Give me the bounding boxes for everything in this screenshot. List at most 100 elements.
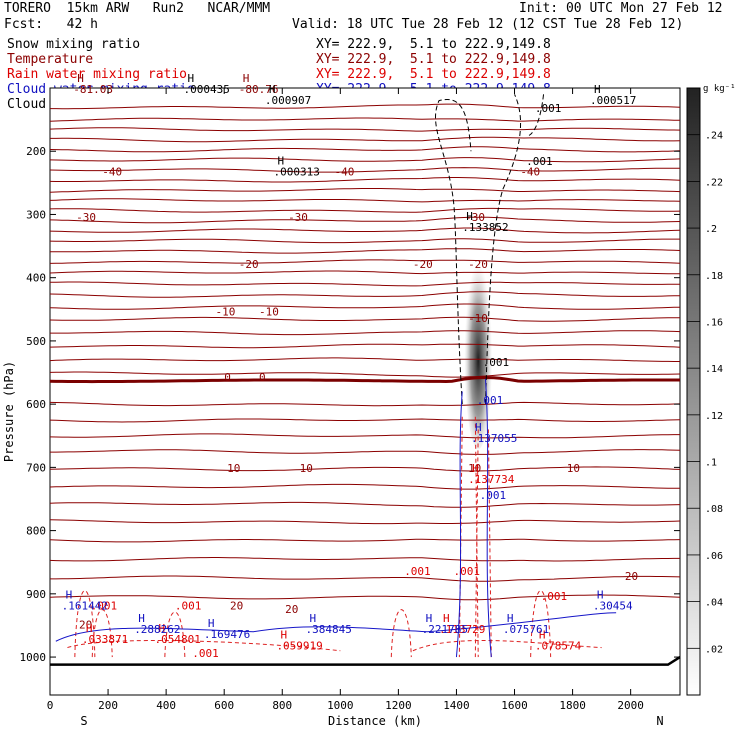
cloud-water-label-marker: H (208, 617, 215, 630)
rain-label-marker: H (539, 628, 546, 641)
rain-contour (164, 611, 186, 658)
cloud-water-contour (455, 378, 492, 658)
temperature-label: -40 (335, 165, 355, 178)
cloud-water-label-marker: H (138, 612, 145, 625)
cloud-water-label-marker: H (66, 589, 73, 602)
legend-xy-range: XY= 222.9, 5.1 to 222.9,149.8 (316, 37, 551, 52)
rain-label: .113729 (439, 623, 485, 636)
rain-label: .059919 (276, 639, 322, 652)
temperature-label: -81.03 (73, 83, 113, 96)
isotherm-line (50, 330, 681, 336)
x-tick-label: 1200 (385, 699, 412, 712)
colorbar-tick-label: .02 (705, 644, 723, 655)
isotherm-line (49, 594, 681, 601)
temperature-label: 10 (567, 462, 580, 475)
cloud-water-label: .384845 (305, 623, 351, 636)
isotherm-line (49, 519, 681, 525)
colorbar-tick-label: .18 (705, 271, 723, 282)
isotherm-line (49, 291, 681, 298)
isotherm-line (49, 146, 681, 153)
x-tick-label: 2000 (617, 699, 644, 712)
temperature-label: -20 (413, 258, 433, 271)
temperature-label: 20 (79, 619, 92, 632)
isotherm-line (49, 303, 681, 310)
rain-label: .001 (404, 565, 431, 578)
rain-contour (91, 609, 113, 658)
isotherm-line (49, 501, 681, 508)
y-axis-title: Pressure (hPa) (2, 361, 16, 462)
y-tick-label: 400 (26, 272, 46, 285)
isotherm-line (49, 188, 681, 193)
isotherm-line (49, 270, 680, 275)
isotherm-line (49, 357, 680, 362)
cloud-water-label: .001 (477, 394, 504, 407)
colorbar-tick-label: .24 (705, 131, 723, 142)
y-tick-label: 800 (26, 525, 46, 538)
model-title: TORERO 15km ARW Run2 NCAR/MMM (4, 1, 271, 16)
right-endpoint: N (656, 714, 663, 728)
x-tick-label: 1000 (327, 699, 354, 712)
isotherm-line (49, 281, 681, 287)
colorbar-tick-label: .06 (705, 551, 723, 562)
isotherm-line (49, 538, 681, 543)
isotherm-line (49, 216, 681, 224)
cloud-water-label: .30454 (593, 600, 633, 613)
snow-label: .000907 (265, 94, 311, 107)
snow-label-marker: H (269, 83, 276, 96)
y-tick-label: 900 (26, 588, 46, 601)
rain-label-marker: H (472, 462, 479, 475)
colorbar-tick-label: .08 (705, 504, 723, 515)
cloud-water-label-marker: H (426, 612, 433, 625)
rain-contour (474, 429, 492, 658)
cloud-water-label: .169476 (204, 628, 250, 641)
isotherm-line (49, 418, 681, 423)
cloud-water-label: .221785 (422, 623, 468, 636)
rain-label: .078574 (535, 639, 582, 652)
y-tick-label: 500 (26, 335, 46, 348)
valid-time: Valid: 18 UTC Tue 28 Feb 12 (12 CST Tue … (292, 17, 684, 32)
colorbar-tick-label: .12 (705, 411, 723, 422)
isotherm-line (49, 259, 681, 264)
isotherm-line (49, 343, 681, 349)
x-tick-label: 0 (47, 699, 54, 712)
temperature-label: -20 (239, 258, 259, 271)
y-tick-label: 300 (26, 208, 46, 221)
snow-label: .000517 (590, 94, 636, 107)
legend-field-name: Temperature (7, 52, 94, 67)
temperature-label: -40 (520, 165, 540, 178)
legend-xy-range: XY= 222.9, 5.1 to 222.9,149.8 (316, 67, 551, 82)
temperature-label: -30 (465, 211, 485, 224)
temperature-label: 0 (224, 371, 231, 384)
y-tick-label: 1000 (20, 651, 47, 664)
isotherm-line (49, 157, 681, 163)
forecast-hour: Fcst: 42 h (4, 17, 98, 32)
rain-label: .001 (541, 590, 568, 603)
colorbar-tick-label: .1 (705, 458, 717, 469)
temperature-label: -80.76 (239, 83, 279, 96)
isotherm-line (50, 103, 681, 110)
isotherm-line (49, 167, 681, 173)
rain-label-marker: H (86, 622, 93, 635)
rain-contour (390, 609, 412, 658)
terrain-line (50, 656, 681, 666)
x-tick-label: 800 (272, 699, 292, 712)
x-tick-label: 1400 (443, 699, 470, 712)
x-axis-title: Distance (km) (328, 714, 422, 728)
snow-label-marker: H (466, 210, 473, 223)
isotherm-line (49, 433, 680, 439)
y-tick-label: 700 (26, 461, 46, 474)
cloud-water-label: .161442 (62, 600, 108, 613)
x-tick-label: 600 (214, 699, 234, 712)
isotherm-line (50, 136, 681, 143)
x-tick-label: 1800 (559, 699, 586, 712)
colorbar-tick-label: .16 (705, 317, 723, 328)
temperature-label-marker: H (77, 72, 84, 85)
rain-label: .001 (91, 600, 118, 613)
isotherm-line (49, 401, 681, 407)
temperature-label: -30 (76, 211, 96, 224)
rain-label: .001 (175, 600, 202, 613)
temperature-label: -40 (102, 165, 122, 178)
x-tick-label: 200 (98, 699, 118, 712)
isotherm-line (49, 371, 681, 378)
